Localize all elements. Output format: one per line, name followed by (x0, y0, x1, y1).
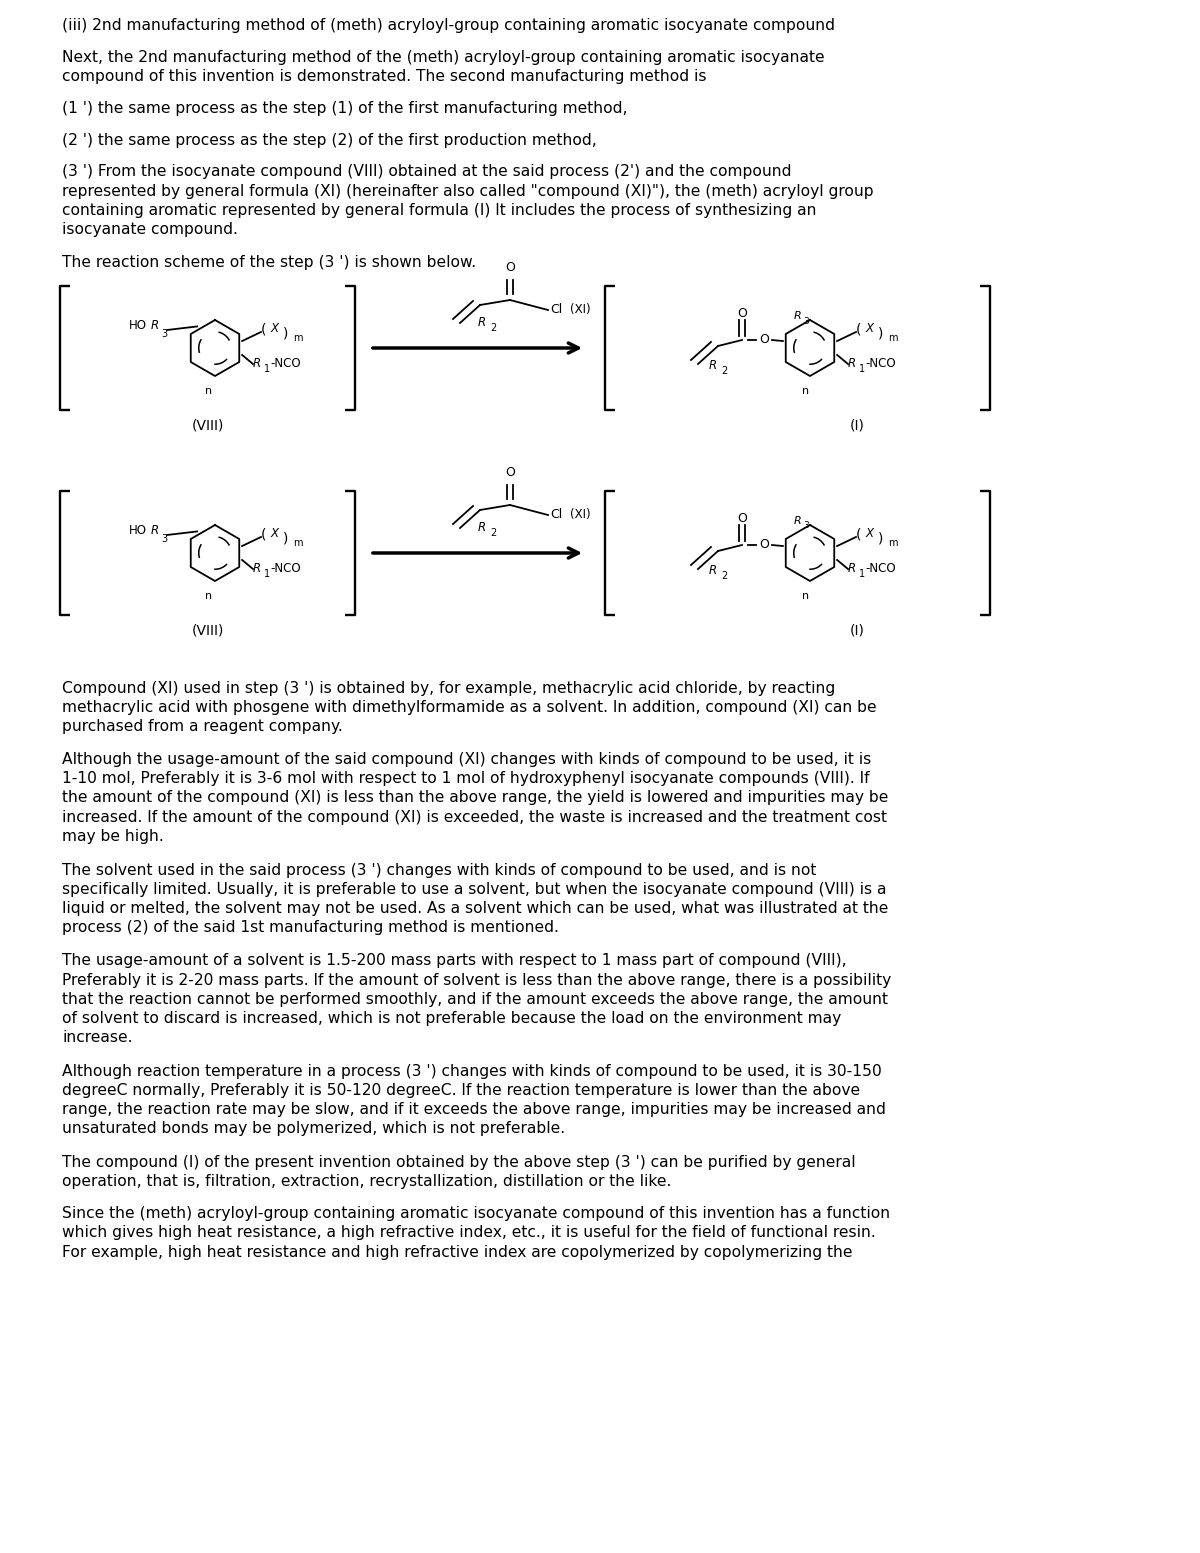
Text: X: X (866, 528, 874, 540)
Text: X: X (271, 528, 278, 540)
Text: ): ) (878, 533, 883, 547)
Text: m: m (888, 332, 898, 343)
Text: (VIII): (VIII) (191, 624, 223, 638)
Text: The compound (I) of the present invention obtained by the above step (3 ') can b: The compound (I) of the present inventio… (62, 1155, 856, 1190)
Text: O: O (505, 466, 515, 480)
Text: (I): (I) (850, 419, 865, 433)
Text: m: m (293, 332, 302, 343)
Text: -NCO: -NCO (270, 562, 301, 576)
Text: Although the usage-amount of the said compound (XI) changes with kinds of compou: Although the usage-amount of the said co… (62, 752, 888, 843)
Text: R: R (848, 562, 856, 576)
Text: (XI): (XI) (570, 508, 590, 522)
Text: O: O (760, 334, 769, 346)
Text: The usage-amount of a solvent is 1.5-200 mass parts with respect to 1 mass part : The usage-amount of a solvent is 1.5-200… (62, 954, 892, 1045)
Text: -NCO: -NCO (270, 357, 301, 371)
Text: R: R (794, 311, 802, 321)
Text: O: O (737, 307, 746, 320)
Text: R: R (478, 317, 486, 329)
Text: R: R (848, 357, 856, 371)
Text: Cl: Cl (550, 303, 563, 317)
Text: ): ) (283, 533, 288, 547)
Text: 1: 1 (264, 568, 270, 579)
Text: O: O (760, 539, 769, 551)
Text: (I): (I) (850, 624, 865, 638)
Text: (iii) 2nd manufacturing method of (meth) acryloyl-group containing aromatic isoc: (iii) 2nd manufacturing method of (meth)… (62, 19, 835, 33)
Text: 1: 1 (264, 363, 270, 374)
Text: ): ) (283, 328, 288, 342)
Text: HO: HO (128, 525, 146, 537)
Text: R: R (709, 359, 718, 373)
Text: (XI): (XI) (570, 303, 590, 317)
Text: m: m (888, 537, 898, 548)
Text: (1 ') the same process as the step (1) of the first manufacturing method,: (1 ') the same process as the step (1) o… (62, 101, 628, 116)
Text: n: n (802, 592, 809, 601)
Text: The solvent used in the said process (3 ') changes with kinds of compound to be : The solvent used in the said process (3 … (62, 862, 888, 935)
Text: 3: 3 (804, 317, 809, 326)
Text: (: ( (262, 323, 266, 337)
Text: O: O (737, 512, 746, 525)
Text: 3: 3 (161, 329, 167, 339)
Text: 3: 3 (161, 534, 167, 544)
Text: 3: 3 (804, 522, 809, 531)
Text: R: R (151, 320, 158, 332)
Text: The reaction scheme of the step (3 ') is shown below.: The reaction scheme of the step (3 ') is… (62, 255, 476, 270)
Text: Next, the 2nd manufacturing method of the (meth) acryloyl-group containing aroma: Next, the 2nd manufacturing method of th… (62, 50, 824, 84)
Text: Compound (XI) used in step (3 ') is obtained by, for example, methacrylic acid c: Compound (XI) used in step (3 ') is obta… (62, 682, 877, 735)
Text: n: n (205, 387, 212, 396)
Text: R: R (709, 564, 718, 578)
Text: R: R (478, 522, 486, 534)
Text: R: R (794, 516, 802, 526)
Text: R: R (151, 525, 158, 537)
Text: (: ( (262, 528, 266, 542)
Text: R: R (253, 357, 262, 371)
Text: n: n (802, 387, 809, 396)
Text: (: ( (856, 323, 862, 337)
Text: (: ( (856, 528, 862, 542)
Text: O: O (505, 261, 515, 275)
Text: X: X (271, 323, 278, 335)
Text: R: R (253, 562, 262, 576)
Text: 2: 2 (490, 323, 497, 332)
Text: Cl: Cl (550, 508, 563, 522)
Text: -NCO: -NCO (865, 562, 895, 576)
Text: m: m (293, 537, 302, 548)
Text: 1: 1 (859, 363, 865, 374)
Text: ): ) (878, 328, 883, 342)
Text: HO: HO (128, 320, 146, 332)
Text: n: n (205, 592, 212, 601)
Text: (3 ') From the isocyanate compound (VIII) obtained at the said process (2') and : (3 ') From the isocyanate compound (VIII… (62, 165, 874, 238)
Text: 2: 2 (490, 528, 497, 537)
Text: X: X (866, 323, 874, 335)
Text: (VIII): (VIII) (191, 419, 223, 433)
Text: -NCO: -NCO (865, 357, 895, 371)
Text: (2 ') the same process as the step (2) of the first production method,: (2 ') the same process as the step (2) o… (62, 134, 596, 148)
Text: 2: 2 (721, 572, 727, 581)
Text: 1: 1 (859, 568, 865, 579)
Text: 2: 2 (721, 367, 727, 376)
Text: Although reaction temperature in a process (3 ') changes with kinds of compound : Although reaction temperature in a proce… (62, 1064, 886, 1137)
Text: Since the (meth) acryloyl-group containing aromatic isocyanate compound of this : Since the (meth) acryloyl-group containi… (62, 1207, 890, 1259)
